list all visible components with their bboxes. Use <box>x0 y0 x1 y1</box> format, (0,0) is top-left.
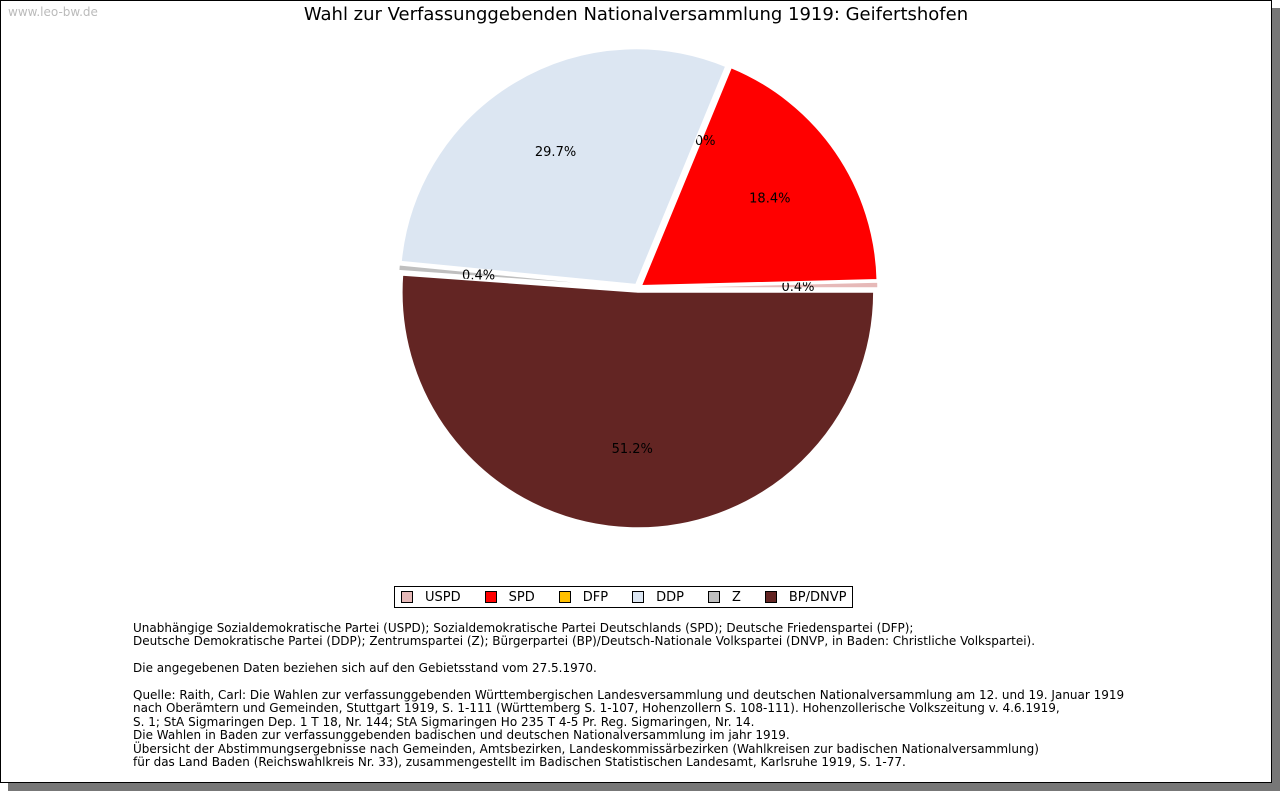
legend-swatch <box>764 591 777 603</box>
legend-swatch <box>401 591 413 603</box>
legend-item-z: Z <box>707 589 741 605</box>
legend-item-bp-dnvp: BP/DNVP <box>764 589 847 605</box>
legend-label: USPD <box>425 589 461 605</box>
pie-slice-ddp <box>400 47 727 286</box>
legend-label: Z <box>731 589 741 605</box>
pie-label-bp-dnvp: 51.2% <box>612 442 653 457</box>
legend-swatch <box>558 591 571 603</box>
legend-item-dfp: DFP <box>558 589 609 605</box>
legend-item-spd: SPD <box>484 589 535 605</box>
legend-label: DFP <box>582 589 609 605</box>
legend-label: BP/DNVP <box>788 589 847 605</box>
note-source-1: Quelle: Raith, Carl: Die Wahlen zur verf… <box>133 688 1125 702</box>
note-source-4: Die Wahlen in Baden zur verfassunggebend… <box>133 728 790 743</box>
legend: USPD SPD DFP DDP Z BP/DNVP <box>394 586 854 608</box>
watermark: www.leo-bw.de <box>8 5 98 19</box>
pie-label-uspd: 0.4% <box>781 280 814 295</box>
pie-slice-uspd <box>641 281 879 289</box>
legend-swatch <box>707 591 720 603</box>
chart-title: Wahl zur Verfassunggebenden Nationalvers… <box>303 4 969 25</box>
pie-slice-spd <box>640 66 878 287</box>
note-source-2: nach Oberämtern und Gemeinden, Stuttgart… <box>133 701 1060 716</box>
pie-label-spd: 18.4% <box>749 191 790 206</box>
note-parties-1: Unabhängige Sozialdemokratische Partei (… <box>133 621 914 635</box>
note-territory: Die angegebenen Daten beziehen sich auf … <box>133 661 597 676</box>
legend-swatch <box>484 591 497 603</box>
legend-label: DDP <box>656 589 684 605</box>
note-parties-2: Deutsche Demokratische Partei (DDP); Zen… <box>133 634 1036 649</box>
notes: Unabhängige Sozialdemokratische Partei (… <box>133 621 1125 770</box>
pie-slice-z <box>397 263 635 289</box>
pie-chart: 0.4%18.4%0.0%29.7%0.4%51.2% <box>397 47 879 529</box>
legend-item-uspd: USPD <box>401 590 461 605</box>
legend-item-ddp: DDP <box>632 590 684 605</box>
legend-swatch <box>632 591 645 603</box>
pie-label-ddp: 29.7% <box>535 145 576 160</box>
pie-slice-bp-dnvp <box>401 274 875 529</box>
legend-label: SPD <box>508 589 535 605</box>
note-source-3: S. 1; StA Sigmaringen Dep. 1 T 18, Nr. 1… <box>133 714 755 729</box>
note-source-5: Übersicht der Abstimmungsergebnisse nach… <box>133 741 1039 756</box>
note-source-6: für das Land Baden (Reichswahlkreis Nr. … <box>133 755 906 770</box>
